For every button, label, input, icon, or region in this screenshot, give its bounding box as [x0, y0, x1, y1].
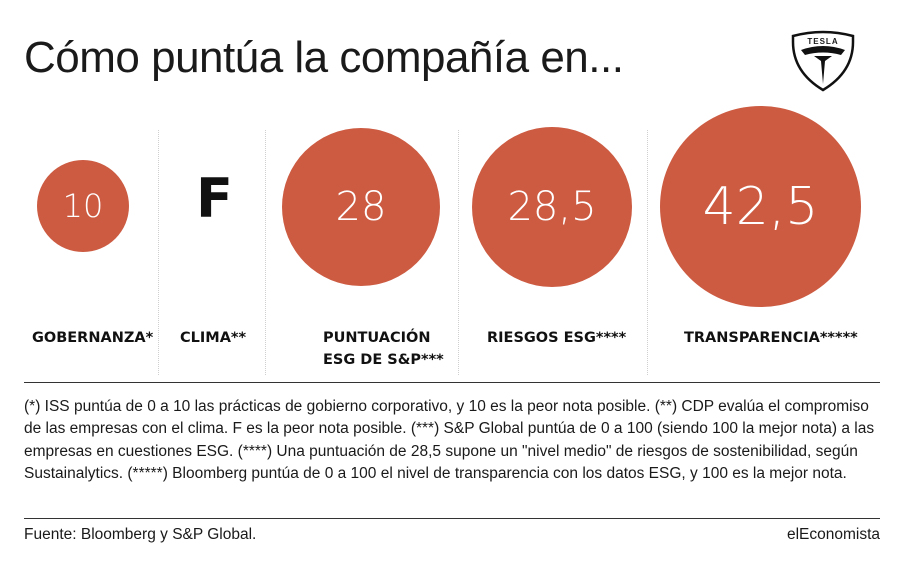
label-clima: CLIMA** [180, 330, 247, 346]
footnotes: (*) ISS puntúa de 0 a 10 las prácticas d… [24, 398, 875, 483]
grade-clima: F [196, 167, 233, 230]
bubble-gobernanza: 10 [37, 160, 129, 252]
chart-title: Cómo puntúa la compañía en... [24, 33, 624, 82]
column-divider [647, 130, 648, 375]
label-riesgos: RIESGOS ESG**** [487, 330, 627, 346]
brand-credit: elEconomista [786, 526, 880, 543]
tesla-logo-icon: TESLA [787, 28, 859, 94]
bubble-transparencia: 42,5 [660, 106, 861, 307]
logo-text: TESLA [807, 37, 839, 46]
bubble-sp-esg: 28 [282, 128, 440, 286]
label-gobernanza: GOBERNANZA* [32, 330, 154, 346]
top-rule [24, 382, 880, 383]
label-sp-line1: PUNTUACIÓN [323, 330, 431, 346]
source-note: Fuente: Bloomberg y S&P Global. [24, 526, 257, 543]
bubble-riesgos-esg: 28,5 [472, 127, 632, 287]
label-sp-line2: ESG DE S&P*** [323, 352, 444, 368]
column-divider [265, 130, 266, 375]
bottom-rule [24, 518, 880, 519]
column-divider [158, 130, 159, 375]
label-transparencia: TRANSPARENCIA***** [684, 330, 858, 346]
column-divider [458, 130, 459, 375]
